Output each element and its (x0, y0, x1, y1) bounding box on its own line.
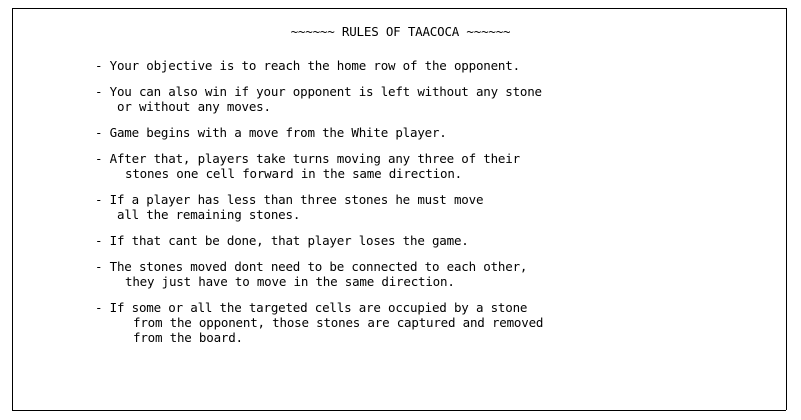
rule-line: from the board. (133, 330, 243, 345)
frame-right-border (786, 8, 787, 410)
rule-bullet: - (95, 259, 110, 274)
rule-line: stones one cell forward in the same dire… (125, 166, 462, 181)
frame-top-border (12, 8, 786, 9)
rules-list: - Your objective is to reach the home ro… (95, 58, 543, 345)
rule-line: The stones moved dont need to be connect… (109, 259, 528, 274)
rules-title: ~~~~~~ RULES OF TAACOCA ~~~~~~ (290, 24, 511, 39)
rule-item: - If a player has less than three stones… (95, 192, 543, 222)
rule-bullet: - (95, 192, 110, 207)
rule-line: If some or all the targeted cells are oc… (109, 300, 528, 315)
rule-bullet: - (95, 233, 110, 248)
rule-item: - Game begins with a move from the White… (95, 125, 543, 140)
rule-line: or without any moves. (117, 99, 271, 114)
rule-item: - You can also win if your opponent is l… (95, 84, 543, 114)
rule-item: - The stones moved dont need to be conne… (95, 259, 543, 289)
frame-bottom-border (12, 410, 786, 411)
rule-bullet: - (95, 84, 110, 99)
rule-bullet: - (95, 151, 110, 166)
rule-line: If a player has less than three stones h… (109, 192, 484, 207)
rule-bullet: - (95, 58, 110, 73)
rule-bullet: - (95, 125, 110, 140)
rule-line: After that, players take turns moving an… (109, 151, 520, 166)
rule-line: they just have to move in the same direc… (125, 274, 455, 289)
rule-line: You can also win if your opponent is lef… (109, 84, 542, 99)
rule-line: Game begins with a move from the White p… (109, 125, 447, 140)
rule-item: - After that, players take turns moving … (95, 151, 543, 181)
rule-item: - If that cant be done, that player lose… (95, 233, 543, 248)
frame-left-border (12, 8, 13, 410)
rule-item: - If some or all the targeted cells are … (95, 300, 543, 345)
rule-item: - Your objective is to reach the home ro… (95, 58, 543, 73)
rule-line: from the opponent, those stones are capt… (133, 315, 544, 330)
rule-line: Your objective is to reach the home row … (109, 58, 520, 73)
rule-line: If that cant be done, that player loses … (109, 233, 469, 248)
rule-line: all the remaining stones. (117, 207, 301, 222)
rule-bullet: - (95, 300, 110, 315)
